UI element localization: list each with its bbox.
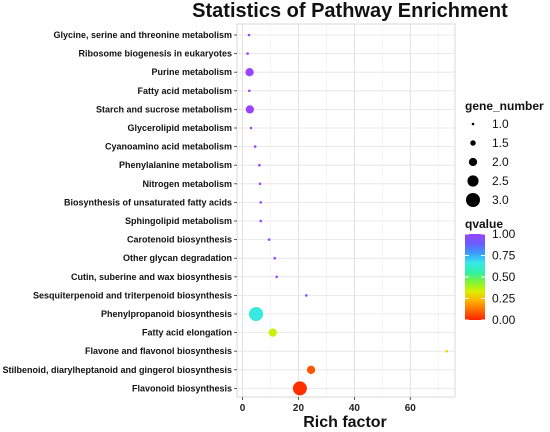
data-point	[292, 381, 307, 396]
grid-layer	[236, 23, 456, 398]
data-point	[247, 89, 251, 93]
category-label: Carotenoid biosynthesis	[127, 235, 232, 245]
category-label: Cutin, suberine and wax biosynthesis	[71, 272, 232, 282]
category-label: Phenylalanine metabolism	[119, 160, 232, 170]
data-point	[445, 349, 448, 353]
category-label: Nitrogen metabolism	[142, 179, 232, 189]
x-tick-label: 40	[349, 403, 361, 414]
size-legend-key	[471, 122, 475, 126]
category-label: Ribosome biogenesis in eukaryotes	[78, 49, 232, 59]
category-label: Cyanoamino acid metabolism	[105, 142, 232, 152]
size-legend-key	[470, 140, 476, 146]
data-point	[245, 105, 255, 114]
data-point	[273, 256, 277, 260]
category-label: Sphingolipid metabolism	[125, 216, 232, 226]
category-label: Biosynthesis of unsaturated fatty acids	[64, 197, 232, 207]
size-legend-label: 1.0	[492, 117, 509, 131]
data-points	[245, 33, 448, 396]
category-label: Starch and sucrose metabolism	[96, 104, 232, 114]
x-tick-label: 0	[240, 403, 246, 414]
size-legend-key	[467, 175, 479, 187]
chart-title: Statistics of Pathway Enrichment	[192, 0, 508, 22]
colorbar-label: 1.00	[492, 227, 516, 241]
size-legend-key	[468, 157, 478, 167]
size-legend-label: 3.0	[492, 193, 509, 207]
x-axis-title: Rich factor	[303, 414, 387, 431]
x-tick-label: 20	[293, 403, 305, 414]
data-point	[249, 307, 264, 321]
qvalue-legend-title: qvalue	[465, 217, 503, 231]
gene-number-legend: gene_number 1.0 1.5 2.0 2.5 3.0	[465, 99, 544, 207]
category-label: Flavonoid biosynthesis	[132, 383, 232, 393]
category-label: Glycine, serine and threonine metabolism	[53, 30, 232, 40]
data-point	[245, 68, 254, 77]
plot-panel	[236, 23, 456, 398]
category-label: Phenylpropanoid biosynthesis	[101, 309, 232, 319]
category-label: Glycerolipid metabolism	[127, 123, 232, 133]
data-point	[305, 294, 308, 297]
data-point	[259, 219, 263, 223]
colorbar-label: 0.25	[492, 292, 516, 306]
category-labels: Glycine, serine and threonine metabolism…	[2, 30, 237, 393]
qvalue-colorbar	[465, 234, 485, 320]
data-point	[249, 126, 253, 130]
data-point	[258, 163, 261, 167]
category-label: Fatty acid metabolism	[137, 86, 232, 96]
qvalue-legend: qvalue 1.00 0.75 0.50 0.25 0.00	[465, 217, 516, 327]
data-point	[275, 275, 278, 279]
category-label: Sesquiterpenoid and triterpenoid biosynt…	[33, 290, 232, 300]
category-label: Fatty acid elongation	[142, 328, 232, 338]
data-point	[246, 52, 249, 55]
data-point	[268, 328, 277, 337]
data-point	[259, 201, 263, 204]
data-point	[247, 33, 251, 37]
category-label: Stilbenoid, diarylheptanoid and gingerol…	[2, 365, 232, 375]
category-label: Purine metabolism	[151, 67, 232, 77]
colorbar-label: 0.75	[492, 249, 516, 263]
gene-number-legend-title: gene_number	[465, 99, 544, 113]
category-label: Flavone and flavonol biosynthesis	[85, 346, 232, 356]
x-tick-labels: 0 20 40 60	[240, 397, 416, 414]
data-point	[306, 365, 316, 374]
size-legend-label: 2.5	[492, 174, 509, 188]
size-legend-key	[466, 193, 480, 207]
category-label: Other glycan degradation	[123, 253, 232, 263]
data-point	[267, 238, 271, 241]
x-tick-label: 60	[405, 403, 417, 414]
data-point	[253, 145, 257, 148]
colorbar-label: 0.00	[492, 313, 516, 327]
data-point	[258, 182, 262, 186]
colorbar-label: 0.50	[492, 270, 516, 284]
size-legend-label: 1.5	[492, 136, 509, 150]
size-legend-label: 2.0	[492, 155, 509, 169]
